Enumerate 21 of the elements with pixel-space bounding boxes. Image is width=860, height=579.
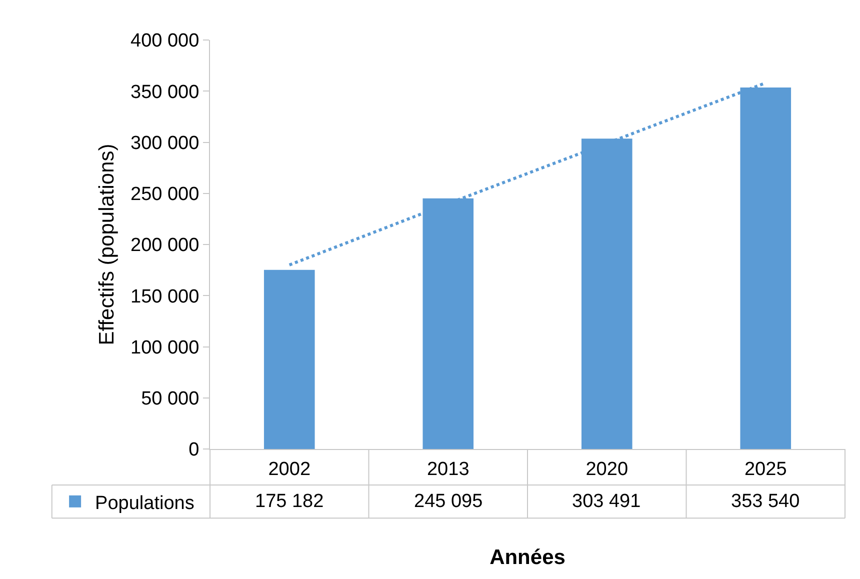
y-tick-label: 250 000 bbox=[130, 184, 200, 206]
y-tick-label: 0 bbox=[188, 440, 200, 461]
x-tick-label: 2013 bbox=[426, 458, 470, 480]
data-label: 245 095 bbox=[414, 491, 483, 512]
y-tick-label: 100 000 bbox=[130, 337, 200, 358]
legend-label: Populations bbox=[95, 492, 194, 514]
data-label: 175 182 bbox=[255, 491, 324, 512]
y-tick-label: 200 000 bbox=[130, 235, 200, 256]
y-tick-label: 150 000 bbox=[130, 286, 200, 308]
x-tick-label: 2002 bbox=[268, 458, 311, 480]
y-tick-label: 50 000 bbox=[141, 388, 200, 410]
y-tick-label: 350 000 bbox=[130, 82, 200, 103]
y-tick-label: 400 000 bbox=[130, 30, 200, 52]
x-axis-title: Années bbox=[490, 546, 566, 569]
x-tick-label: 2020 bbox=[586, 458, 628, 480]
y-axis-title: Effectifs (populations) bbox=[96, 144, 119, 346]
data-label: 303 491 bbox=[572, 491, 641, 512]
y-tick-label: 300 000 bbox=[130, 132, 200, 154]
bar bbox=[264, 270, 315, 449]
data-label: 353 540 bbox=[731, 491, 800, 512]
x-tick-label: 2025 bbox=[744, 458, 787, 480]
